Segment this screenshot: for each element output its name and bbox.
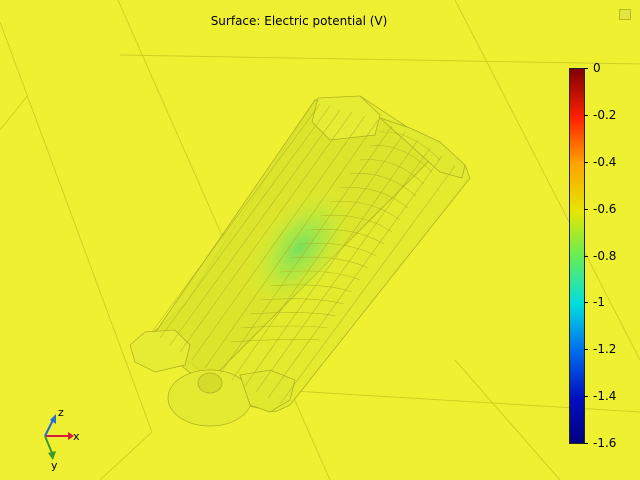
x-arrow-head bbox=[68, 432, 74, 440]
colorbar-tick bbox=[584, 443, 588, 444]
plot-title: Surface: Electric potential (V) bbox=[210, 14, 388, 28]
colorbar-tick-label: -1.2 bbox=[593, 342, 617, 356]
z-arrow-head bbox=[50, 414, 56, 424]
bottom-flange bbox=[239, 369, 296, 413]
colorbar-tick-label: -0.6 bbox=[593, 202, 617, 216]
y-axis-label: y bbox=[51, 459, 58, 472]
colorbar-tick-label: -0.2 bbox=[593, 108, 617, 122]
colorbar-tick bbox=[584, 68, 588, 69]
potential-hotspot bbox=[245, 187, 355, 309]
y-arrow-head bbox=[48, 451, 56, 460]
colorbar-tick bbox=[584, 349, 588, 350]
colorbar-tick bbox=[584, 256, 588, 257]
colorbar-tick bbox=[584, 396, 588, 397]
bottom-end-cap bbox=[129, 329, 191, 373]
longitudinal-lines bbox=[151, 103, 456, 405]
x-axis-label: x bbox=[73, 430, 80, 443]
colorbar-tick bbox=[584, 162, 588, 163]
z-axis-arrow bbox=[44, 419, 54, 437]
y-axis-arrow bbox=[44, 435, 53, 454]
colorbar-tick-label: -1.6 bbox=[593, 436, 617, 450]
top-flange bbox=[379, 117, 466, 179]
colorbar-tick bbox=[584, 302, 588, 303]
colorbar-legend bbox=[569, 68, 585, 444]
colorbar-tick bbox=[584, 115, 588, 116]
view-toggle-icon[interactable] bbox=[619, 9, 631, 20]
colorbar-tick-label: -0.8 bbox=[593, 249, 617, 263]
colorbar-tick-label: -0.4 bbox=[593, 155, 617, 169]
device-geometry[interactable] bbox=[129, 95, 471, 427]
mesh-rings bbox=[229, 131, 441, 343]
colorbar-tick-label: 0 bbox=[593, 61, 601, 75]
axis-triad bbox=[44, 414, 74, 460]
bottom-hole bbox=[197, 372, 223, 394]
colorbar-tick-label: -1.4 bbox=[593, 389, 617, 403]
colorbar-tick bbox=[584, 209, 588, 210]
z-axis-label: z bbox=[58, 406, 64, 419]
colorbar-tick-label: -1 bbox=[593, 295, 605, 309]
